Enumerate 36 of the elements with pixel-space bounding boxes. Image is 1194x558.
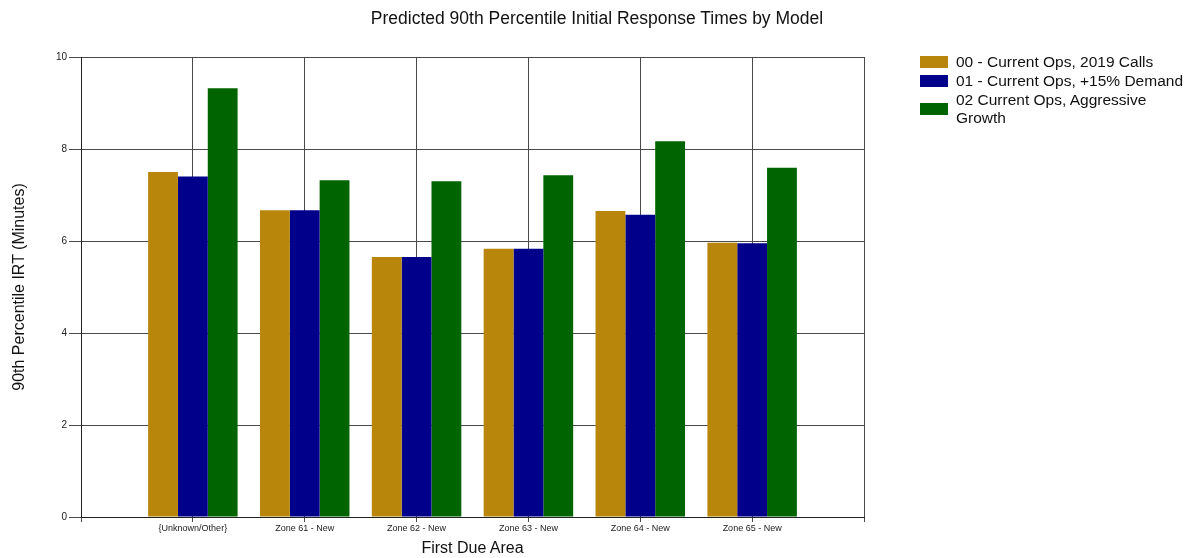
legend-label: 00 - Current Ops, 2019 Calls: [956, 53, 1155, 71]
bar: [483, 248, 514, 517]
bar: [625, 214, 656, 517]
bar: [371, 257, 402, 517]
bar: [148, 172, 178, 517]
legend-label: 01 - Current Ops, +15% Demand: [956, 72, 1184, 90]
bar: [207, 88, 238, 517]
y-tick-label: 8: [61, 142, 68, 154]
legend-label: 02 Current Ops, Aggressive Growth: [956, 91, 1148, 126]
bar: [655, 141, 686, 517]
bar: [707, 242, 738, 517]
y-axis-title: 90th Percentile IRT (Minutes): [10, 183, 28, 391]
bar: [319, 180, 350, 517]
bar: [595, 211, 626, 517]
bar: [289, 210, 320, 517]
y-tick-label: 10: [55, 50, 68, 62]
x-tick-label: Zone 63 - New: [498, 522, 559, 533]
y-tick-label: 2: [61, 418, 68, 430]
chart-title: Predicted 90th Percentile Initial Response Times by Model: [369, 8, 825, 28]
x-tick-label: Zone 64 - New: [610, 522, 671, 533]
y-tick-label: 0: [61, 510, 68, 522]
bar: [513, 248, 544, 517]
x-tick-label: Zone 65 - New: [722, 522, 783, 533]
x-tick-label: Zone 62 - New: [387, 522, 447, 533]
bar: [543, 175, 574, 517]
bar: [431, 181, 462, 517]
bar: [767, 167, 797, 517]
bar: [177, 176, 208, 517]
x-axis-title: First Due Area: [421, 538, 524, 556]
bar: [401, 257, 432, 517]
x-tick-label: {Unknown/Other}: [158, 522, 228, 533]
bar: [737, 243, 768, 517]
x-tick-label: Zone 61 - New: [275, 522, 335, 533]
bar: [259, 210, 290, 517]
y-tick-label: 6: [61, 234, 68, 246]
y-tick-label: 4: [61, 326, 68, 338]
